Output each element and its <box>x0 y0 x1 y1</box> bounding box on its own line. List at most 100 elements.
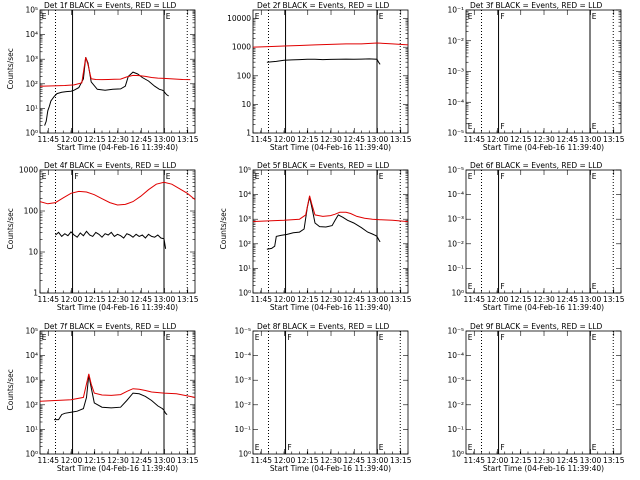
x-tick-label: 13:15 <box>603 295 625 304</box>
y-tick-label: 10¹ <box>25 104 38 113</box>
y-tick-label: 10⁰ <box>25 129 38 138</box>
y-tick-label: 10⁻⁵ <box>234 327 251 336</box>
y-tick-label: 10⁻³ <box>447 67 464 76</box>
x-tick-label: 12:00 <box>274 295 296 304</box>
flag-label-top: E <box>468 172 473 181</box>
flag-label-top: E <box>42 12 47 21</box>
x-tick-label: 11:45 <box>37 456 59 465</box>
events-series-line <box>266 58 381 65</box>
y-tick-label: 10³ <box>238 215 251 224</box>
x-tick-label: 12:15 <box>510 295 532 304</box>
flag-label-bottom: E <box>468 282 473 291</box>
flag-label-top: E <box>468 12 473 21</box>
y-tick-label: 10³ <box>25 376 38 385</box>
flag-label-top: F <box>500 333 504 342</box>
flag-label-top: E <box>379 172 384 181</box>
flag-label-top: E <box>468 333 473 342</box>
flag-label-top: F <box>287 333 291 342</box>
panel-title: Det 4f BLACK = Events, RED = LLD <box>44 161 177 170</box>
flag-label-top: E <box>42 333 47 342</box>
flag-label-bottom: F <box>500 122 504 131</box>
y-tick-label: 10⁻³ <box>234 376 251 385</box>
x-tick-label: 12:30 <box>533 456 555 465</box>
x-tick-label: 12:45 <box>130 295 152 304</box>
plot-frame <box>252 330 409 455</box>
detector-panel-6: Det 6f BLACK = Events, RED = LLD 10⁰ 10⁻¹ 1… <box>447 161 624 312</box>
x-axis-label: Start Time (04-Feb-16 11:39:40) <box>57 143 178 152</box>
x-tick-label: 12:15 <box>297 456 319 465</box>
x-axis-label: Start Time (04-Feb-16 11:39:40) <box>270 143 391 152</box>
x-tick-label: 12:30 <box>320 456 342 465</box>
events-series-line <box>54 375 168 421</box>
x-tick-label: 13:15 <box>390 295 412 304</box>
y-tick-label: 10⁻² <box>447 36 464 45</box>
x-tick-label: 12:00 <box>61 135 83 144</box>
flag-label-top: E <box>166 172 171 181</box>
x-tick-label: 12:00 <box>487 135 509 144</box>
flag-label-top: E <box>592 333 597 342</box>
x-tick-label: 12:00 <box>274 135 296 144</box>
y-tick-label: 10⁻¹ <box>447 425 464 434</box>
flag-label-top: E <box>379 333 384 342</box>
flag-label-top: E <box>592 12 597 21</box>
flag-label-top: E <box>379 12 384 21</box>
panel-title: Det 1f BLACK = Events, RED = LLD <box>44 1 177 10</box>
panel-title: Det 9f BLACK = Events, RED = LLD <box>470 322 603 331</box>
events-series-line <box>44 57 169 126</box>
flag-label-top: E <box>166 12 171 21</box>
x-tick-label: 11:45 <box>463 456 485 465</box>
x-axis-label: Start Time (04-Feb-16 11:39:40) <box>483 303 604 312</box>
y-tick-label: 10⁰ <box>451 289 464 298</box>
x-tick-label: 13:15 <box>603 456 625 465</box>
y-tick-label: 1000 <box>232 43 251 52</box>
x-tick-label: 13:15 <box>177 295 199 304</box>
x-tick-label: 11:45 <box>250 135 272 144</box>
events-series-line <box>55 230 167 249</box>
x-axis-label: Start Time (04-Feb-16 11:39:40) <box>57 464 178 473</box>
y-tick-label: 100 <box>24 207 39 216</box>
x-tick-label: 12:45 <box>343 135 365 144</box>
x-axis-label: Start Time (04-Feb-16 11:39:40) <box>483 143 604 152</box>
x-tick-label: 12:45 <box>556 295 578 304</box>
plot-frame <box>39 330 196 455</box>
x-tick-label: 12:00 <box>487 456 509 465</box>
y-tick-label: 10⁰ <box>238 450 251 459</box>
detector-panel-1: Det 1f BLACK = Events, RED = LLD Counts/s… <box>6 1 199 152</box>
y-tick-label: 10⁻⁵ <box>447 129 464 138</box>
x-tick-label: 12:30 <box>533 135 555 144</box>
y-tick-label: 10⁻² <box>447 400 464 409</box>
y-tick-label: 10⁻⁴ <box>447 98 464 107</box>
detector-panel-7: Det 7f BLACK = Events, RED = LLD Counts/s… <box>6 322 199 473</box>
y-tick-label: 10 <box>241 100 251 109</box>
x-tick-label: 11:45 <box>463 135 485 144</box>
x-tick-label: 13:00 <box>367 456 389 465</box>
x-tick-label: 12:45 <box>556 135 578 144</box>
y-tick-label: 10⁻³ <box>447 376 464 385</box>
y-tick-label: 1 <box>33 289 38 298</box>
x-tick-label: 12:00 <box>61 456 83 465</box>
x-axis-label: Start Time (04-Feb-16 11:39:40) <box>483 464 604 473</box>
y-tick-label: 10² <box>25 79 38 88</box>
flag-label-top: E <box>42 172 47 181</box>
lld-series-line <box>252 195 409 223</box>
x-tick-label: 11:45 <box>37 135 59 144</box>
y-tick-label: 10⁵ <box>25 327 38 336</box>
x-tick-label: 12:30 <box>107 456 129 465</box>
x-tick-label: 12:15 <box>510 456 532 465</box>
x-tick-label: 12:45 <box>130 456 152 465</box>
plot-frame <box>39 9 196 134</box>
x-tick-label: 13:00 <box>154 295 176 304</box>
lld-series-line <box>39 373 196 402</box>
y-tick-label: 10 <box>28 248 38 257</box>
flag-label-top: E <box>255 333 260 342</box>
y-tick-label: 10⁻⁴ <box>447 190 464 199</box>
y-tick-label: 10⁻¹ <box>234 425 251 434</box>
y-tick-label: 10² <box>238 239 251 248</box>
x-tick-label: 11:45 <box>250 295 272 304</box>
y-axis-label: Counts/sec <box>6 48 15 89</box>
flag-label-bottom: F <box>500 443 504 452</box>
x-tick-label: 11:45 <box>37 295 59 304</box>
flag-label-bottom: E <box>592 443 597 452</box>
x-tick-label: 12:00 <box>274 456 296 465</box>
